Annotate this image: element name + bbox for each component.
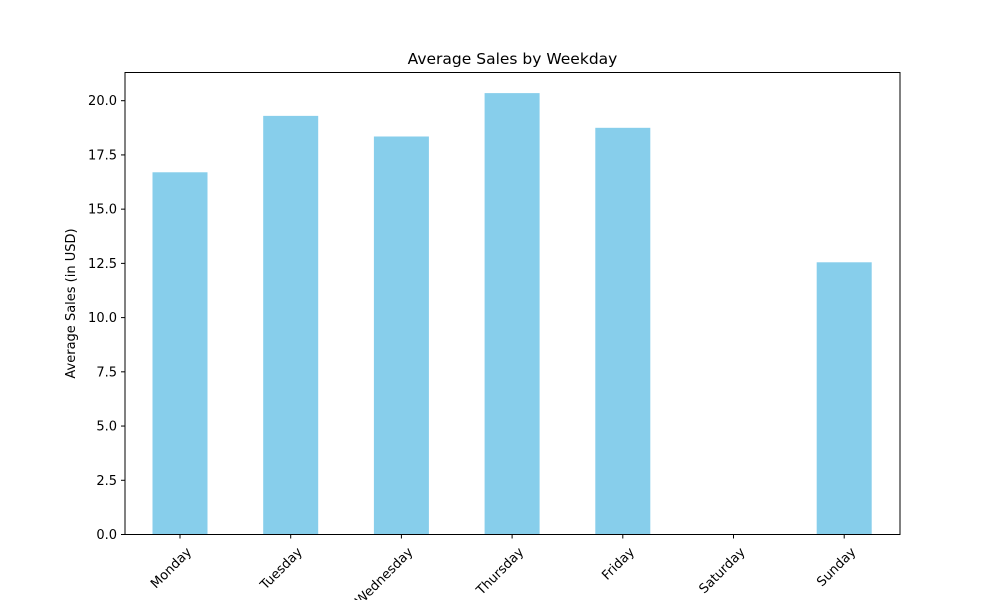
y-tick-label: 0.0 (96, 528, 117, 543)
bar-thursday (484, 93, 540, 535)
chart-title: Average Sales by Weekday (408, 50, 618, 68)
y-tick-label: 7.5 (96, 365, 117, 380)
x-tick-label: Sunday (814, 545, 859, 590)
y-axis-label: Average Sales (in USD) (64, 228, 79, 378)
x-tick-label: Friday (599, 545, 638, 584)
y-tick-label: 2.5 (96, 474, 117, 489)
x-tick-label: Thursday (473, 545, 527, 599)
x-tick-label: Monday (148, 545, 195, 592)
y-tick-label: 5.0 (96, 420, 117, 435)
bar-friday (595, 127, 651, 535)
y-tick-label: 12.5 (88, 257, 117, 272)
y-tick-label: 15.0 (88, 203, 117, 218)
x-tick-label: Wednesday (353, 545, 417, 600)
bar-sunday (816, 262, 872, 535)
y-tick-label: 17.5 (88, 148, 117, 163)
bar-tuesday (263, 115, 319, 535)
bars-layer (152, 93, 872, 535)
bar-monday (152, 172, 208, 535)
y-tick-label: 20.0 (88, 94, 117, 109)
bar-wednesday (373, 136, 429, 535)
y-axis: 0.0 2.5 5.0 7.5 10.0 12.5 15.0 17.5 20.0 (88, 94, 125, 543)
x-axis: Monday Tuesday Wednesday Thursday Friday Satu… (148, 534, 859, 604)
y-tick-label: 10.0 (88, 311, 117, 326)
x-tick-label: Saturday (697, 545, 749, 597)
x-tick-label: Tuesday (257, 545, 306, 594)
